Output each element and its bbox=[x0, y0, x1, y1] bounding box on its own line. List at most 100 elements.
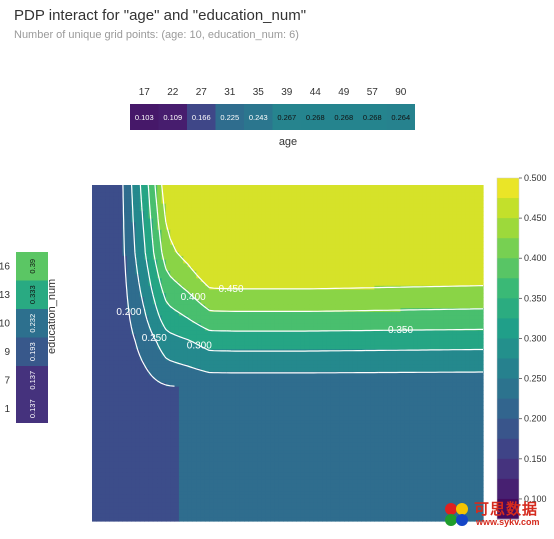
contour-cell bbox=[335, 222, 341, 227]
contour-cell bbox=[118, 192, 124, 197]
contour-cell bbox=[257, 188, 263, 194]
contour-cell bbox=[139, 341, 145, 347]
contour-cell bbox=[365, 252, 371, 257]
contour-cell bbox=[252, 252, 258, 257]
contour-cell bbox=[200, 259, 206, 264]
contour-cell bbox=[426, 308, 432, 313]
contour-cell bbox=[404, 282, 410, 287]
contour-cell bbox=[413, 259, 419, 264]
contour-cell bbox=[231, 338, 236, 343]
contour-cell bbox=[204, 203, 210, 208]
contour-cell bbox=[144, 311, 150, 317]
contour-cell bbox=[178, 375, 184, 380]
contour-cell bbox=[374, 330, 380, 335]
contour-cell bbox=[252, 226, 258, 231]
contour-cell bbox=[257, 300, 263, 306]
contour-cell bbox=[283, 222, 289, 227]
contour-cell bbox=[322, 222, 328, 227]
contour-cell bbox=[204, 255, 210, 261]
contour-cell bbox=[222, 267, 228, 272]
contour-cell bbox=[409, 285, 415, 291]
contour-cell bbox=[109, 326, 115, 332]
contour-cell bbox=[330, 293, 336, 298]
contour-cell bbox=[322, 289, 328, 294]
contour-cell bbox=[204, 367, 210, 373]
contour-cell bbox=[118, 379, 124, 384]
contour-cell bbox=[287, 248, 293, 253]
contour-cell bbox=[261, 211, 267, 216]
contour-cell bbox=[343, 364, 349, 369]
contour-cell bbox=[131, 289, 137, 294]
contour-cell bbox=[231, 375, 236, 380]
contour-cell bbox=[148, 371, 154, 376]
contour-cell bbox=[244, 375, 249, 380]
contour-cell bbox=[257, 196, 263, 201]
contour-cell bbox=[339, 188, 345, 194]
contour-cell bbox=[118, 341, 124, 347]
contour-cell bbox=[361, 353, 367, 358]
contour-cell bbox=[296, 263, 302, 268]
contour-cell bbox=[213, 371, 219, 376]
contour-cell bbox=[204, 382, 210, 388]
contour-cell bbox=[152, 297, 158, 302]
contour-cell bbox=[209, 360, 215, 365]
contour-cell bbox=[204, 360, 210, 365]
contour-cell bbox=[409, 323, 415, 328]
contour-cell bbox=[157, 338, 163, 343]
contour-cell bbox=[426, 386, 432, 391]
contour-cell bbox=[122, 214, 128, 220]
contour-cell bbox=[235, 390, 241, 395]
contour-cell bbox=[478, 188, 484, 194]
contour-cell bbox=[313, 334, 319, 339]
contour-cell bbox=[465, 308, 471, 313]
contour-cell bbox=[413, 214, 419, 220]
contour-cell bbox=[461, 293, 467, 298]
contour-cell bbox=[409, 300, 415, 306]
contour-cell bbox=[335, 360, 341, 365]
contour-cell bbox=[183, 241, 189, 246]
contour-cell bbox=[217, 267, 223, 272]
contour-cell bbox=[478, 203, 484, 208]
contour-cell bbox=[170, 356, 176, 362]
contour-cell bbox=[239, 367, 245, 373]
contour-cell bbox=[204, 237, 210, 242]
contour-cell bbox=[222, 248, 228, 253]
contour-cell bbox=[278, 226, 284, 231]
contour-cell bbox=[335, 199, 341, 205]
contour-cell bbox=[383, 229, 389, 235]
contour-cell bbox=[304, 211, 310, 216]
contour-cell bbox=[278, 196, 284, 201]
contour-cell bbox=[383, 241, 389, 246]
contour-cell bbox=[261, 274, 267, 279]
contour-cell bbox=[417, 371, 423, 376]
contour-cell bbox=[131, 353, 137, 358]
contour-cell bbox=[330, 341, 336, 347]
contour-cell bbox=[126, 345, 132, 350]
contour-cell bbox=[296, 222, 302, 227]
contour-cell bbox=[148, 345, 154, 350]
contour-cell bbox=[456, 248, 462, 253]
contour-cell bbox=[443, 349, 449, 354]
contour-cell bbox=[456, 274, 462, 279]
contour-cell bbox=[370, 300, 375, 306]
contour-cell bbox=[135, 360, 141, 365]
contour-cell bbox=[183, 270, 189, 276]
contour-cell bbox=[204, 334, 210, 339]
contour-cell bbox=[139, 308, 145, 313]
contour-cell bbox=[404, 252, 410, 257]
contour-cell bbox=[278, 289, 284, 294]
contour-cell bbox=[152, 349, 158, 354]
contour-cell bbox=[335, 353, 341, 358]
contour-cell bbox=[283, 353, 289, 358]
contour-cell bbox=[365, 192, 371, 197]
contour-cell bbox=[126, 229, 132, 235]
contour-cell bbox=[478, 308, 484, 313]
contour-cell bbox=[335, 274, 341, 279]
contour-cell bbox=[456, 285, 462, 291]
contour-cell bbox=[448, 367, 454, 373]
contour-cell bbox=[391, 304, 397, 309]
contour-cell bbox=[365, 379, 371, 384]
contour-cell bbox=[374, 244, 380, 250]
contour-cell bbox=[274, 311, 280, 317]
contour-cell bbox=[469, 356, 475, 362]
